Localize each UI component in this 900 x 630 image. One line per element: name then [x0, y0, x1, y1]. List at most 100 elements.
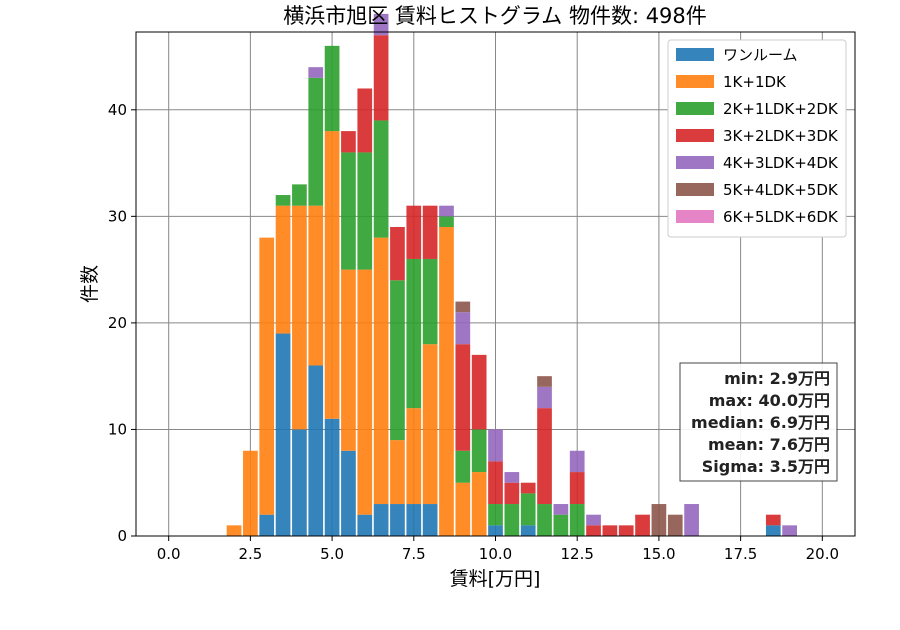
- stats-mean: mean: 7.6万円: [708, 435, 830, 454]
- x-tick-label: 10.0: [479, 545, 512, 563]
- bar-1-bin-34: [765, 525, 781, 536]
- x-tick-label: 0.0: [157, 545, 181, 563]
- bar-4-bin-24: [602, 525, 618, 536]
- bar-4-bin-13: [422, 205, 438, 259]
- bar-1-bin-11: [390, 504, 405, 536]
- bar-5-bin-29: [684, 504, 699, 536]
- bar-5-bin-6: [308, 67, 324, 78]
- bar-2-bin-16: [471, 472, 487, 536]
- bar-1-bin-13: [422, 504, 438, 536]
- stats-min: min: 2.9万円: [724, 369, 830, 388]
- legend: ワンルーム 1K+1DK 2K+1LDK+2DK 3K+2LDK+3DK 4K+3LDK…: [667, 39, 847, 238]
- bar-1-bin-3: [259, 514, 275, 536]
- legend-swatch: [676, 129, 714, 142]
- bar-3-bin-19: [520, 493, 536, 526]
- bar-4-bin-19: [520, 482, 536, 494]
- bar-2-bin-2: [243, 450, 258, 536]
- bar-4-bin-9: [357, 88, 373, 153]
- bar-1-bin-4: [275, 333, 291, 536]
- legend-swatch: [676, 210, 714, 223]
- bar-3-bin-6: [308, 77, 324, 206]
- bar-5-bin-20: [537, 386, 552, 409]
- bar-1-bin-12: [406, 504, 422, 536]
- legend-swatch: [676, 75, 714, 88]
- bar-1-bin-17: [488, 525, 503, 536]
- stats-box: min: 2.9万円 max: 40.0万円 median: 6.9万円 mea…: [679, 362, 838, 482]
- bar-3-bin-5: [292, 184, 307, 206]
- bar-1-bin-7: [324, 418, 340, 536]
- bar-5-bin-17: [488, 429, 503, 462]
- bar-3-bin-15: [455, 450, 471, 483]
- bars: [226, 13, 797, 536]
- bar-5-bin-14: [439, 205, 454, 217]
- bar-3-bin-12: [406, 258, 422, 409]
- bar-2-bin-10: [373, 237, 389, 505]
- bar-2-bin-15: [455, 482, 471, 536]
- stats-sigma: Sigma: 3.5万円: [702, 457, 830, 476]
- x-tick-label: 15.0: [642, 545, 675, 563]
- legend-label: ワンルーム: [723, 46, 798, 64]
- bar-2-bin-8: [341, 269, 356, 451]
- bar-2-bin-9: [357, 269, 373, 515]
- y-tick-label: 20: [108, 314, 127, 332]
- bar-2-bin-11: [390, 440, 405, 505]
- legend-swatch: [676, 102, 714, 115]
- x-tick-label: 17.5: [724, 545, 757, 563]
- bar-1-bin-9: [357, 514, 373, 536]
- bar-4-bin-10: [373, 35, 389, 121]
- bar-2-bin-1: [226, 525, 242, 536]
- bar-4-bin-16: [471, 354, 487, 430]
- bar-5-bin-22: [569, 450, 585, 473]
- bar-6-bin-27: [651, 504, 667, 536]
- bar-5-bin-18: [504, 472, 520, 483]
- bar-2-bin-5: [292, 205, 307, 430]
- bar-2-bin-7: [324, 131, 340, 419]
- bar-5-bin-21: [553, 504, 569, 515]
- legend-label: 4K+3LDK+4DK: [723, 154, 839, 172]
- y-tick-label: 10: [108, 420, 127, 438]
- bar-1-bin-10: [373, 504, 389, 536]
- stats-box-frame: [679, 362, 838, 482]
- bar-6-bin-15: [455, 301, 471, 313]
- bar-5-bin-35: [782, 525, 797, 536]
- bar-6-bin-20: [537, 376, 552, 387]
- y-tick-label: 40: [108, 101, 127, 119]
- y-tick-label: 0: [117, 527, 127, 545]
- bar-3-bin-9: [357, 152, 373, 270]
- bar-1-bin-8: [341, 450, 356, 536]
- stats-median: median: 6.9万円: [691, 413, 830, 432]
- bar-4-bin-15: [455, 344, 471, 451]
- legend-swatch: [676, 156, 714, 169]
- bar-3-bin-17: [488, 504, 503, 526]
- bar-2-bin-4: [275, 205, 291, 334]
- bar-4-bin-11: [390, 226, 405, 281]
- legend-label: 3K+2LDK+3DK: [723, 127, 839, 145]
- bar-4-bin-18: [504, 482, 520, 505]
- x-tick-label: 5.0: [320, 545, 344, 563]
- y-axis-title: 件数: [79, 265, 101, 303]
- x-tick-label: 2.5: [238, 545, 262, 563]
- bar-1-bin-6: [308, 365, 324, 536]
- bar-3-bin-16: [471, 429, 487, 473]
- bar-4-bin-20: [537, 408, 552, 505]
- ticks: 0.0 2.5 5.0 7.5 10.0 12.5 15.0 17.5 20.0 0 10 20 30 4…: [108, 101, 839, 563]
- bar-5-bin-23: [586, 514, 601, 526]
- bar-4-bin-34: [765, 514, 781, 526]
- bar-3-bin-4: [275, 195, 291, 206]
- bar-2-bin-13: [422, 344, 438, 505]
- legend-label: 1K+1DK: [723, 73, 787, 91]
- bar-3-bin-7: [324, 45, 340, 132]
- legend-swatch: [676, 183, 714, 196]
- bar-1-bin-19: [520, 525, 536, 536]
- bar-3-bin-8: [341, 152, 356, 270]
- stats-max: max: 40.0万円: [709, 391, 830, 410]
- legend-label: 2K+1LDK+2DK: [723, 100, 839, 118]
- bar-3-bin-18: [504, 504, 520, 536]
- bar-4-bin-12: [406, 205, 422, 259]
- legend-label: 5K+4LDK+5DK: [723, 181, 839, 199]
- bar-2-bin-6: [308, 205, 324, 366]
- bar-4-bin-25: [618, 525, 634, 536]
- bar-4-bin-8: [341, 131, 356, 153]
- legend-label: 6K+5LDK+6DK: [723, 208, 839, 226]
